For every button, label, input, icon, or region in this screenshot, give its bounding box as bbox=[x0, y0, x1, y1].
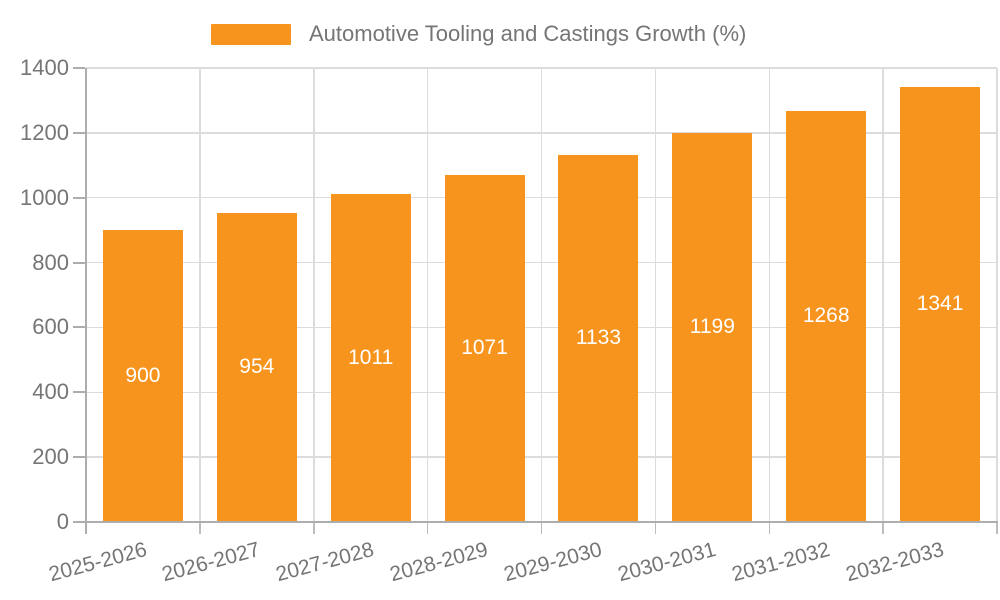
x-tick-mark bbox=[882, 522, 884, 534]
bar bbox=[216, 212, 297, 521]
y-axis-line bbox=[85, 68, 87, 534]
x-tick-label: 2029-2030 bbox=[501, 538, 605, 587]
bar bbox=[786, 110, 867, 521]
x-tick-mark bbox=[426, 522, 429, 534]
bar bbox=[900, 87, 981, 521]
bar-value-label: 954 bbox=[239, 354, 275, 378]
y-tick-mark bbox=[73, 261, 85, 264]
x-gridline bbox=[313, 68, 315, 522]
bar-value-label: 1199 bbox=[689, 315, 735, 339]
x-tick-label: 2025-2026 bbox=[45, 538, 149, 587]
y-tick-label: 200 bbox=[32, 444, 69, 470]
x-gridline bbox=[426, 68, 429, 522]
bar bbox=[444, 174, 525, 521]
x-tick-label: 2030-2031 bbox=[615, 538, 719, 587]
y-tick-mark bbox=[73, 521, 85, 523]
x-gridline bbox=[996, 68, 998, 522]
y-tick-label: 600 bbox=[32, 314, 69, 340]
x-tick-label: 2031-2032 bbox=[729, 538, 833, 587]
x-gridline bbox=[540, 68, 543, 522]
x-tick-mark bbox=[199, 522, 201, 534]
legend: Automotive Tooling and Castings Growth (… bbox=[211, 21, 746, 47]
bar-value-label: 1011 bbox=[348, 345, 394, 369]
x-gridline bbox=[882, 68, 884, 522]
y-tick-mark bbox=[73, 456, 85, 459]
x-tick-mark bbox=[996, 522, 998, 534]
x-tick-mark bbox=[313, 522, 315, 534]
bar-value-label: 1341 bbox=[916, 292, 964, 316]
bar-value-label: 1071 bbox=[461, 335, 508, 359]
x-gridline bbox=[654, 68, 657, 522]
bar-value-label: 900 bbox=[125, 363, 161, 387]
bar-value-label: 1268 bbox=[802, 303, 850, 327]
x-tick-mark bbox=[654, 522, 657, 534]
x-tick-label: 2032-2033 bbox=[843, 538, 947, 587]
y-tick-mark bbox=[73, 67, 85, 69]
x-gridline bbox=[768, 68, 770, 522]
y-tick-mark bbox=[73, 326, 85, 329]
y-tick-mark bbox=[73, 131, 85, 134]
y-tick-label: 1400 bbox=[20, 55, 69, 80]
legend-swatch bbox=[211, 23, 291, 45]
y-tick-label: 800 bbox=[32, 249, 69, 275]
x-tick-label: 2027-2028 bbox=[273, 538, 377, 587]
bar bbox=[330, 194, 411, 521]
y-tick-label: 1200 bbox=[20, 119, 69, 145]
bar-value-label: 1133 bbox=[575, 325, 622, 349]
x-gridline bbox=[199, 68, 201, 522]
y-tick-label: 400 bbox=[32, 379, 69, 405]
x-tick-label: 2026-2027 bbox=[159, 538, 263, 587]
y-tick-mark bbox=[73, 196, 85, 199]
x-tick-mark bbox=[768, 522, 770, 534]
bar bbox=[672, 133, 753, 521]
x-tick-mark bbox=[540, 522, 543, 534]
x-axis-line bbox=[85, 521, 998, 523]
y-tick-mark bbox=[73, 391, 85, 394]
legend-label: Automotive Tooling and Castings Growth (… bbox=[309, 21, 747, 46]
bar bbox=[558, 154, 639, 521]
y-tick-label: 0 bbox=[56, 509, 69, 534]
y-tick-label: 1000 bbox=[20, 184, 69, 210]
x-tick-label: 2028-2029 bbox=[387, 538, 491, 587]
bar bbox=[102, 230, 183, 521]
